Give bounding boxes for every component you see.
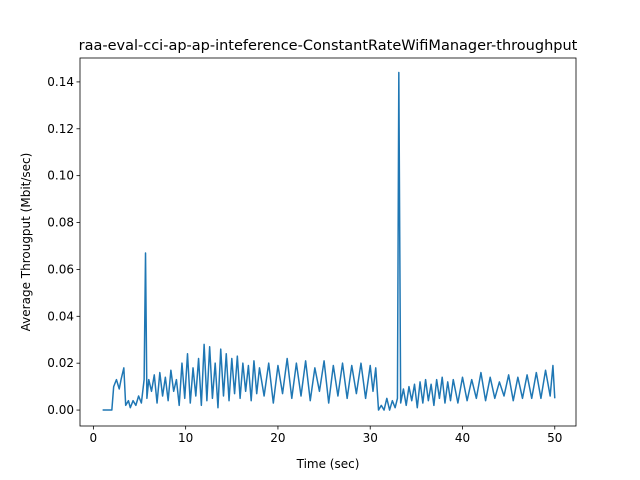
y-tick-label: 0.10 <box>47 169 74 183</box>
y-tick-label: 0.08 <box>47 216 74 230</box>
y-tick-label: 0.04 <box>47 309 74 323</box>
plot-frame <box>79 57 577 427</box>
y-tick-label: 0.02 <box>47 356 74 370</box>
x-tick-label: 40 <box>455 431 470 445</box>
x-tick-label: 10 <box>178 431 193 445</box>
x-tick-label: 50 <box>547 431 562 445</box>
x-tick-label: 20 <box>270 431 285 445</box>
y-tick-label: 0.00 <box>47 403 74 417</box>
x-tick-label: 0 <box>90 431 98 445</box>
y-axis-label: Average Througput (Mbit/sec) <box>19 153 33 332</box>
y-tick-label: 0.14 <box>47 75 74 89</box>
y-tick-label: 0.06 <box>47 262 74 276</box>
data-line <box>102 71 556 411</box>
x-axis-label: Time (sec) <box>296 457 360 471</box>
chart-title: raa-eval-cci-ap-ap-inteference-ConstantR… <box>79 38 578 54</box>
x-tick-label: 30 <box>363 431 378 445</box>
y-tick-label: 0.12 <box>47 122 74 136</box>
